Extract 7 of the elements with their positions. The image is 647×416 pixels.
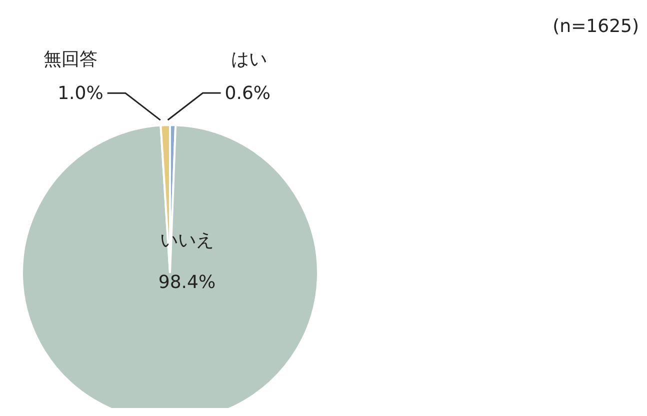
data-label: 1.0%: [58, 83, 104, 104]
slice-label: はい: [230, 49, 267, 70]
data-label: 98.4%: [158, 272, 216, 293]
text: (n=1625): [552, 16, 639, 37]
slice-label: 無回答: [43, 49, 98, 70]
data-label: 0.6%: [224, 83, 271, 104]
slice-label: いいえ: [160, 230, 214, 251]
